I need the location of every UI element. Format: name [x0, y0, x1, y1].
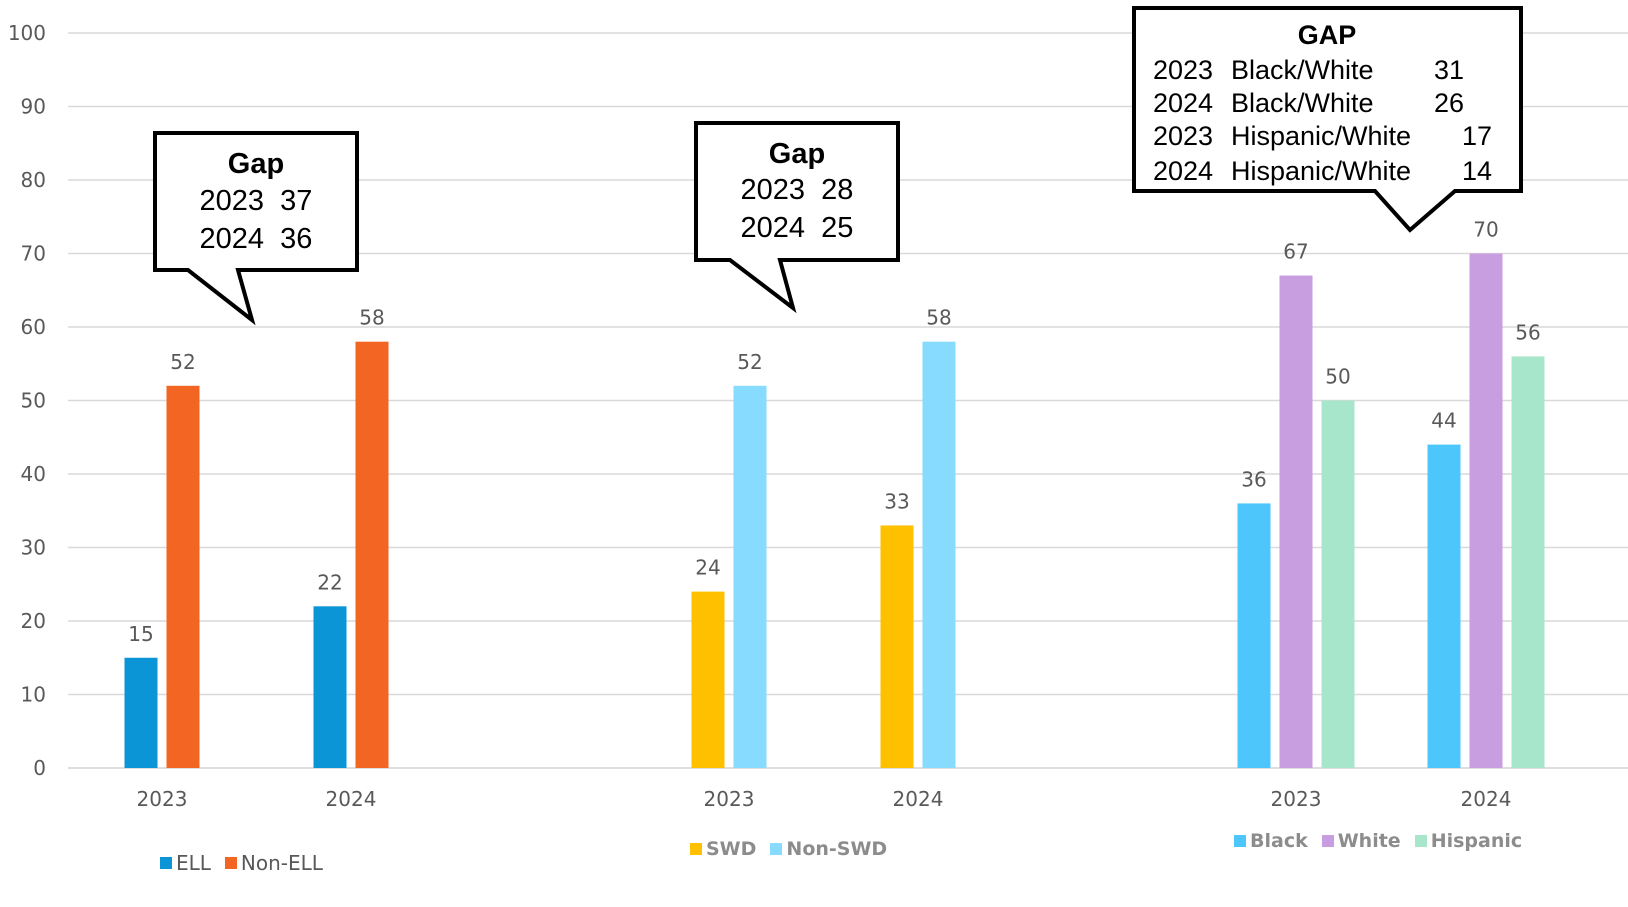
y-tick-label: 10	[21, 683, 46, 707]
callout-pair: Hispanic/White	[1231, 156, 1411, 186]
data-label: 70	[1473, 218, 1498, 242]
legend-label: Non-ELL	[240, 851, 323, 875]
data-label: 58	[926, 306, 951, 330]
y-tick-label: 80	[21, 168, 46, 192]
callout-value: 17	[1462, 121, 1492, 151]
bar-white	[1469, 253, 1503, 768]
y-tick-label: 90	[21, 95, 46, 119]
legend-swatch	[770, 843, 783, 855]
data-label: 22	[317, 570, 342, 594]
legend-item-ell: ELL	[160, 851, 211, 875]
data-label: 67	[1283, 240, 1308, 264]
data-label: 52	[737, 350, 762, 374]
callout-year: 2023	[1153, 55, 1213, 85]
legend-swatch	[224, 857, 237, 869]
y-tick-label: 60	[21, 315, 46, 339]
y-tick-label: 50	[21, 389, 46, 413]
bar-ell	[313, 606, 347, 768]
callout-shape	[1132, 6, 1523, 233]
legend-swatch	[1321, 835, 1334, 847]
callout-row: 2024 25	[741, 212, 854, 244]
data-label: 56	[1515, 320, 1540, 344]
callout-value: 26	[1434, 88, 1464, 118]
callout-pair: Hispanic/White	[1231, 121, 1411, 151]
gap-callout-swd: Gap 2023 28 2024 25	[694, 121, 900, 314]
callout-pair: Black/White	[1231, 88, 1374, 118]
data-label: 33	[884, 489, 909, 513]
legend-label: White	[1337, 830, 1401, 852]
y-tick-label: 70	[21, 242, 46, 266]
bars: 15 52 22 58 24 52 33 58 36 67 50 44 70 56	[124, 218, 1545, 768]
callout-title: GAP	[1298, 20, 1357, 50]
y-axis: 0 10 20 30 40 50 60 70 80 90 100	[8, 21, 46, 780]
callout-title: Gap	[769, 138, 825, 170]
x-tick-label: 2023	[137, 787, 188, 811]
callout-pair: Black/White	[1231, 55, 1374, 85]
legend-label: Hispanic	[1430, 830, 1523, 852]
callout-title: Gap	[228, 148, 284, 180]
callout-year: 2023	[1153, 121, 1213, 151]
x-tick-label: 2024	[893, 787, 944, 811]
legend-item-black: Black	[1234, 830, 1308, 852]
data-label: 44	[1431, 409, 1456, 433]
callout-shape	[694, 121, 900, 314]
x-tick-label: 2023	[704, 787, 755, 811]
x-tick-label: 2023	[1271, 787, 1322, 811]
legend-label: ELL	[176, 851, 211, 875]
legend-race: Black White Hispanic	[1234, 830, 1522, 852]
legend-item-non-ell: Non-ELL	[224, 851, 323, 875]
y-tick-label: 30	[21, 536, 46, 560]
callout-value: 14	[1462, 156, 1492, 186]
data-label: 52	[170, 350, 195, 374]
gap-callout-ell: Gap 2023 37 2024 36	[153, 131, 359, 326]
callout-value: 31	[1434, 55, 1464, 85]
y-tick-label: 20	[21, 609, 46, 633]
bar-non-swd	[733, 385, 767, 768]
legend-item-swd: SWD	[690, 838, 756, 860]
legend-swatch	[160, 857, 172, 869]
callout-year: 2024	[1153, 156, 1213, 186]
bar-non-ell	[166, 385, 200, 768]
legend-swd: SWD Non-SWD	[690, 838, 887, 860]
legend-item-hispanic: Hispanic	[1414, 830, 1523, 852]
x-tick-label: 2024	[1461, 787, 1512, 811]
bar-swd	[691, 591, 725, 768]
callout-row: 2023 28	[741, 174, 854, 206]
y-tick-label: 100	[8, 21, 46, 45]
bar-swd	[880, 525, 914, 768]
data-label: 15	[128, 622, 153, 646]
data-label: 36	[1241, 467, 1266, 491]
y-tick-label: 40	[21, 462, 46, 486]
bar-black	[1427, 444, 1461, 768]
bar-non-ell	[355, 341, 389, 768]
bar-white	[1279, 275, 1313, 768]
y-tick-label: 0	[33, 756, 46, 780]
callout-rows: 2023 Black/White 31 2024 Black/White 26 …	[1153, 55, 1492, 186]
data-label: 58	[359, 306, 384, 330]
bar-black	[1237, 503, 1271, 768]
legend-swatch	[1234, 835, 1246, 847]
legend-item-non-swd: Non-SWD	[770, 838, 887, 860]
bar-non-swd	[922, 341, 956, 768]
callout-year: 2024	[1153, 88, 1213, 118]
bar-ell	[124, 657, 158, 768]
legend-swatch	[1414, 835, 1427, 847]
callout-row: 2024 36	[200, 223, 313, 255]
legend-swatch	[690, 843, 702, 855]
gap-callout-race: GAP 2023 Black/White 31 2024 Black/White…	[1132, 6, 1523, 233]
x-tick-label: 2024	[326, 787, 377, 811]
legend-label: SWD	[706, 838, 757, 860]
bar-hispanic	[1321, 400, 1355, 768]
x-axis: 2023 2024 2023 2024 2023 2024	[137, 787, 1512, 811]
data-label: 50	[1325, 365, 1350, 389]
legend-item-white: White	[1321, 830, 1401, 852]
legend-label: Black	[1250, 830, 1308, 852]
legend-ell: ELL Non-ELL	[160, 851, 323, 875]
callout-row: 2023 37	[200, 185, 313, 217]
data-label: 24	[695, 556, 720, 580]
callout-shape	[153, 131, 359, 326]
legend-label: Non-SWD	[786, 838, 888, 860]
bar-hispanic	[1511, 356, 1545, 768]
